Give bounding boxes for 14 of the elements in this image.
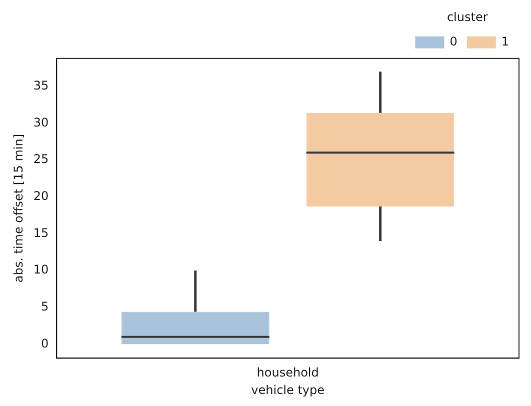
- legend-label: 0: [450, 34, 458, 49]
- y-tick-label: 15: [33, 226, 49, 240]
- y-tick-label: 25: [33, 152, 49, 166]
- y-tick-label: 30: [33, 115, 49, 130]
- x-tick-label: household: [256, 366, 319, 380]
- y-tick-label: 5: [41, 300, 49, 314]
- y-tick-label: 35: [33, 78, 49, 93]
- legend-title: cluster: [446, 10, 488, 24]
- legend-label: 1: [501, 34, 510, 49]
- y-axis-title: abs. time offset [15 min]: [11, 134, 26, 283]
- y-tick-label: 10: [33, 262, 49, 277]
- x-axis-title: vehicle type: [251, 382, 325, 397]
- y-tick-label: 0: [41, 336, 49, 350]
- y-tick-label: 20: [33, 189, 49, 204]
